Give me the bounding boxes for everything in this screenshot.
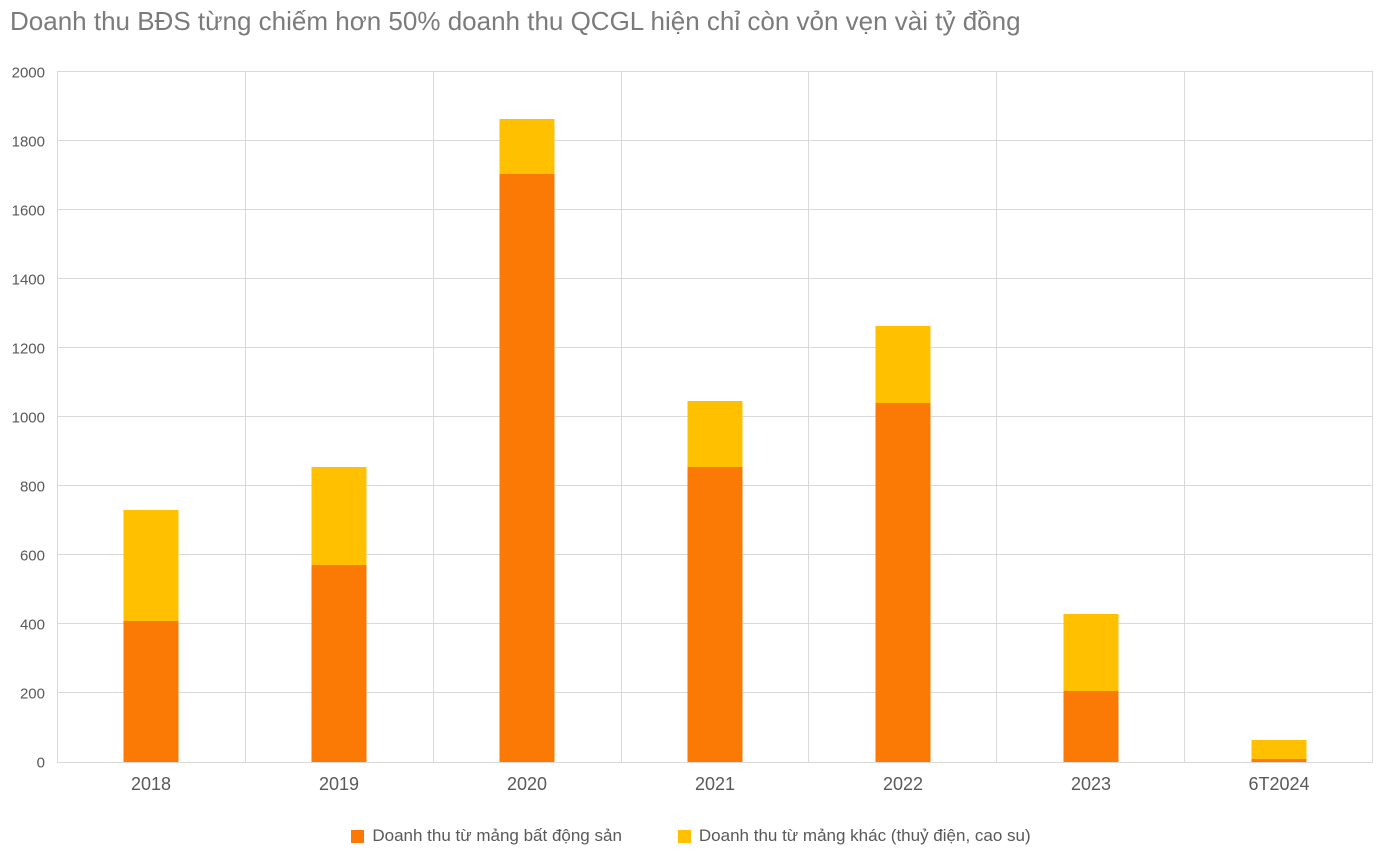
x-axis: 2018 2019 2020 2021 2022 2023 6T2024 xyxy=(57,774,1373,800)
legend-label: Doanh thu từ mảng khác (thuỷ điện, cao s… xyxy=(698,826,1031,845)
bar-segment xyxy=(1251,759,1307,762)
y-axis: 0 200 400 600 800 1000 1200 1400 1600 1800 2000 xyxy=(0,65,48,772)
bar-segment xyxy=(311,467,367,566)
x-tick-label: 2023 xyxy=(1070,774,1112,794)
y-tick-label: 2000 xyxy=(11,64,45,82)
y-tick-label: 1800 xyxy=(11,133,45,151)
bar-segment xyxy=(499,118,555,174)
y-tick-label: 1200 xyxy=(11,340,45,358)
legend-swatch-icon xyxy=(677,829,691,843)
gridline xyxy=(58,278,1372,279)
x-tick-label: 2020 xyxy=(506,774,548,794)
bar-segment xyxy=(875,403,931,762)
bar-stack-2021 xyxy=(687,401,743,762)
gridline xyxy=(58,209,1372,210)
bar-stack-2022 xyxy=(875,325,931,762)
gridline xyxy=(58,140,1372,141)
bar-stack-2018 xyxy=(123,510,179,762)
category-column-2023 xyxy=(997,72,1186,762)
category-column-2019 xyxy=(246,72,434,762)
x-tick-label: 2021 xyxy=(694,774,736,794)
bar-stack-6T2024 xyxy=(1251,740,1307,762)
y-tick-label: 1000 xyxy=(11,409,45,427)
category-columns xyxy=(58,72,1372,762)
category-column-2018 xyxy=(58,72,246,762)
y-tick-label: 800 xyxy=(19,478,45,496)
x-tick-label: 2018 xyxy=(130,774,172,794)
bar-segment xyxy=(1251,740,1307,760)
bar-segment xyxy=(499,173,555,762)
y-tick-label: 200 xyxy=(19,685,45,703)
bar-segment xyxy=(1063,613,1119,692)
y-tick-label: 400 xyxy=(19,616,45,634)
y-tick-label: 1400 xyxy=(11,271,45,289)
bar-segment xyxy=(123,620,179,762)
bar-segment xyxy=(123,510,179,621)
category-column-2020 xyxy=(434,72,622,762)
x-tick-label: 6T2024 xyxy=(1248,774,1310,794)
x-tick-label: 2019 xyxy=(318,774,360,794)
bar-segment xyxy=(875,325,931,404)
legend-item-0: Doanh thu từ mảng bất động sản xyxy=(351,826,622,846)
gridline xyxy=(58,347,1372,348)
y-tick-label: 600 xyxy=(19,547,45,565)
category-column-2022 xyxy=(809,72,998,762)
plot-area xyxy=(57,71,1373,763)
legend: Doanh thu từ mảng bất động sản Doanh thu … xyxy=(0,822,1382,850)
chart-title: Doanh thu BĐS từng chiếm hơn 50% doanh t… xyxy=(10,6,1021,36)
legend-item-1: Doanh thu từ mảng khác (thuỷ điện, cao s… xyxy=(677,826,1031,846)
bar-stack-2020 xyxy=(499,118,555,762)
y-tick-label: 1600 xyxy=(11,202,45,220)
y-tick-label: 0 xyxy=(36,754,45,772)
bar-stack-2023 xyxy=(1063,613,1119,762)
bar-segment xyxy=(687,401,743,468)
legend-swatch-icon xyxy=(351,829,365,843)
bar-segment xyxy=(311,565,367,762)
category-column-6T2024 xyxy=(1185,72,1372,762)
bar-segment xyxy=(1063,691,1119,762)
x-tick-label: 2022 xyxy=(882,774,924,794)
bar-stack-2019 xyxy=(311,467,367,762)
bar-segment xyxy=(687,467,743,762)
legend-label: Doanh thu từ mảng bất động sản xyxy=(372,826,622,845)
category-column-2021 xyxy=(622,72,810,762)
